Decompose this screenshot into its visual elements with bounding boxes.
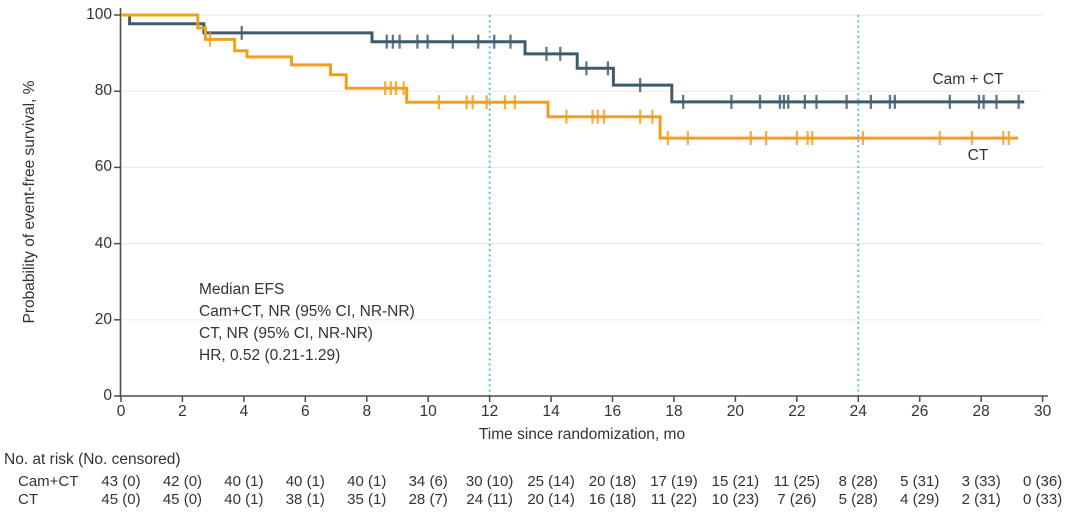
y-tick-label-80: 80	[94, 82, 112, 100]
annotation-line-cam-ct: Cam+CT, NR (95% CI, NR-NR)	[199, 303, 415, 320]
median-efs-annotation: Median EFS Cam+CT, NR (95% CI, NR-NR) CT…	[199, 279, 415, 367]
annotation-line-median: Median EFS	[199, 281, 285, 298]
x-tick-label-18: 18	[665, 403, 683, 420]
x-tick-label-24: 24	[849, 403, 867, 420]
x-tick-label-2: 2	[178, 403, 187, 420]
x-tick-label-12: 12	[481, 403, 499, 420]
risk-cell-ct-14mo: 20 (14)	[527, 491, 575, 508]
x-tick-label-30: 30	[1033, 403, 1052, 420]
risk-cell-ct-10mo: 28 (7)	[408, 491, 448, 508]
curve-label-ct: CT	[967, 147, 989, 164]
risk-cell-cam-ct-24mo: 8 (28)	[838, 473, 878, 490]
x-tick-label-6: 6	[301, 403, 310, 420]
risk-cell-ct-8mo: 35 (1)	[347, 491, 387, 508]
risk-cell-ct-6mo: 38 (1)	[285, 491, 325, 508]
risk-table-header: No. at risk (No. censored)	[4, 451, 181, 468]
risk-cell-cam-ct-0mo: 43 (0)	[101, 473, 141, 490]
risk-cell-cam-ct-30mo: 0 (36)	[1023, 473, 1063, 490]
risk-cell-ct-18mo: 11 (22)	[650, 491, 698, 508]
risk-cell-ct-2mo: 45 (0)	[162, 491, 203, 508]
x-axis-title: Time since randomization, mo	[478, 426, 686, 443]
risk-cell-ct-24mo: 5 (28)	[838, 491, 878, 508]
x-tick-label-4: 4	[239, 403, 249, 420]
risk-cell-ct-26mo: 4 (29)	[900, 491, 940, 508]
risk-cell-ct-12mo: 24 (11)	[466, 491, 513, 508]
risk-cell-cam-ct-2mo: 42 (0)	[162, 473, 203, 490]
risk-cell-cam-ct-14mo: 25 (14)	[527, 473, 575, 490]
risk-cell-cam-ct-4mo: 40 (1)	[224, 473, 264, 490]
y-tick-label-20: 20	[94, 310, 112, 328]
annotation-line-hr: HR, 0.52 (0.21-1.29)	[199, 347, 341, 364]
risk-cell-cam-ct-6mo: 40 (1)	[285, 473, 325, 490]
risk-cell-cam-ct-28mo: 3 (33)	[961, 473, 1001, 490]
x-tick-label-10: 10	[419, 403, 437, 420]
risk-cell-cam-ct-16mo: 20 (18)	[588, 473, 637, 490]
risk-cell-cam-ct-12mo: 30 (10)	[465, 473, 514, 490]
x-tick-label-20: 20	[726, 403, 745, 420]
y-tick-label-60: 60	[94, 158, 112, 176]
risk-cell-cam-ct-26mo: 5 (31)	[900, 473, 940, 490]
km-curve-cam-ct	[121, 13, 1025, 104]
risk-row-label-cam-ct: Cam+CT	[18, 473, 79, 490]
risk-cell-ct-0mo: 45 (0)	[101, 491, 141, 508]
risk-cell-cam-ct-22mo: 11 (25)	[773, 473, 821, 490]
risk-cell-cam-ct-10mo: 34 (6)	[408, 473, 448, 490]
risk-cell-ct-4mo: 40 (1)	[224, 491, 264, 508]
risk-cell-ct-20mo: 10 (23)	[711, 491, 760, 508]
risk-cell-cam-ct-20mo: 15 (21)	[711, 473, 760, 490]
annotation-line-ct: CT, NR (95% CI, NR-NR)	[199, 325, 373, 342]
risk-row-label-ct: CT	[18, 491, 38, 508]
x-tick-label-14: 14	[542, 403, 560, 420]
risk-cell-cam-ct-18mo: 17 (19)	[650, 473, 698, 490]
risk-cell-ct-28mo: 2 (31)	[961, 491, 1001, 508]
curve-label-cam-ct: Cam + CT	[932, 71, 1004, 88]
y-axis-title: Probability of event-free survival, %	[21, 80, 38, 324]
km-curve-ct	[121, 13, 1018, 140]
risk-cell-ct-22mo: 7 (26)	[777, 491, 817, 508]
x-tick-label-26: 26	[911, 403, 929, 420]
y-tick-label-0: 0	[103, 387, 112, 404]
risk-cell-cam-ct-8mo: 40 (1)	[347, 473, 387, 490]
x-tick-label-0: 0	[116, 403, 126, 420]
y-tick-label-40: 40	[94, 234, 112, 252]
x-tick-label-8: 8	[362, 403, 372, 420]
risk-cell-ct-16mo: 16 (18)	[588, 491, 637, 508]
risk-cell-ct-30mo: 0 (33)	[1023, 491, 1063, 508]
x-tick-label-16: 16	[603, 403, 622, 420]
x-tick-label-22: 22	[788, 403, 806, 420]
x-tick-label-28: 28	[972, 403, 990, 420]
y-tick-label-100: 100	[86, 6, 112, 23]
